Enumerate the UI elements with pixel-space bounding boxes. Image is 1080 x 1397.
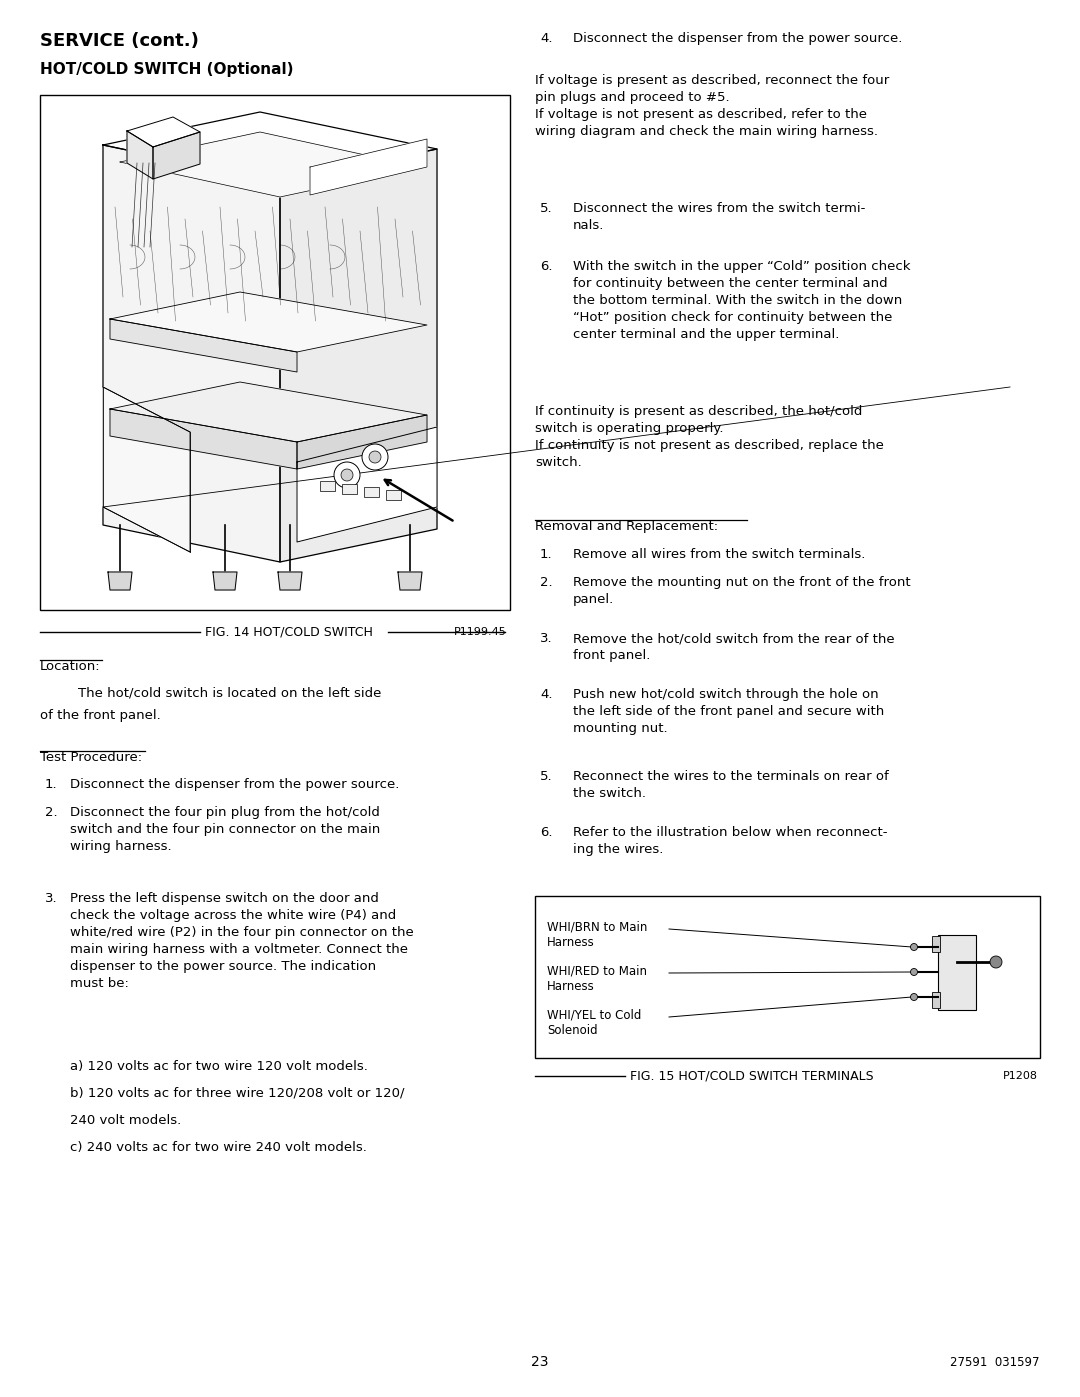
Bar [342, 483, 357, 495]
Circle shape [362, 444, 388, 469]
Text: HOT/COLD SWITCH (Optional): HOT/COLD SWITCH (Optional) [40, 61, 294, 77]
Text: Press the left dispense switch on the door and
check the voltage across the whit: Press the left dispense switch on the do… [70, 893, 414, 990]
Circle shape [910, 993, 918, 1000]
Polygon shape [213, 571, 237, 590]
Text: a) 120 volts ac for two wire 120 volt models.: a) 120 volts ac for two wire 120 volt mo… [70, 1060, 368, 1073]
Text: 3.: 3. [540, 631, 553, 645]
Text: 6.: 6. [540, 260, 553, 272]
Text: The hot/cold switch is located on the left side: The hot/cold switch is located on the le… [78, 686, 381, 698]
Polygon shape [110, 292, 427, 352]
Circle shape [341, 469, 353, 481]
Text: Remove the hot/cold switch from the rear of the
front panel.: Remove the hot/cold switch from the rear… [573, 631, 894, 662]
Text: With the switch in the upper “Cold” position check
for continuity between the ce: With the switch in the upper “Cold” posi… [573, 260, 910, 341]
Text: 3.: 3. [45, 893, 57, 905]
Polygon shape [120, 131, 420, 197]
Text: Test Procedure:: Test Procedure: [40, 752, 143, 764]
Polygon shape [110, 409, 297, 469]
Text: 4.: 4. [540, 687, 553, 701]
Text: 4.: 4. [540, 32, 553, 45]
Text: 1.: 1. [540, 548, 553, 562]
Text: Location:: Location: [40, 659, 100, 673]
Bar [386, 490, 401, 500]
Bar [535, 895, 1040, 1058]
Text: Disconnect the four pin plug from the hot/cold
switch and the four pin connector: Disconnect the four pin plug from the ho… [70, 806, 380, 854]
Polygon shape [127, 117, 200, 147]
Text: c) 240 volts ac for two wire 240 volt models.: c) 240 volts ac for two wire 240 volt mo… [70, 1141, 367, 1154]
Bar [932, 992, 940, 1009]
Polygon shape [103, 145, 280, 562]
Bar [364, 488, 379, 497]
Text: 240 volt models.: 240 volt models. [70, 1113, 181, 1127]
Text: 1.: 1. [45, 778, 57, 791]
Polygon shape [153, 131, 200, 179]
Text: If voltage is present as described, reconnect the four
pin plugs and proceed to : If voltage is present as described, reco… [535, 74, 889, 138]
Circle shape [990, 956, 1002, 968]
Text: Push new hot/cold switch through the hole on
the left side of the front panel an: Push new hot/cold switch through the hol… [573, 687, 885, 735]
Text: WHI/YEL to Cold
Solenoid: WHI/YEL to Cold Solenoid [546, 1009, 642, 1037]
Text: P1208: P1208 [1003, 1071, 1038, 1081]
Polygon shape [310, 138, 427, 196]
Text: SERVICE (cont.): SERVICE (cont.) [40, 32, 199, 50]
Text: Remove all wires from the switch terminals.: Remove all wires from the switch termina… [573, 548, 865, 562]
Polygon shape [103, 387, 190, 552]
Circle shape [910, 968, 918, 975]
Circle shape [334, 462, 360, 488]
Polygon shape [297, 415, 427, 469]
Text: 5.: 5. [540, 770, 553, 782]
Text: Disconnect the dispenser from the power source.: Disconnect the dispenser from the power … [573, 32, 903, 45]
Circle shape [369, 451, 381, 462]
Polygon shape [278, 571, 302, 590]
Polygon shape [127, 131, 153, 179]
Text: 27591  031597: 27591 031597 [950, 1356, 1040, 1369]
Text: Remove the mounting nut on the front of the front
panel.: Remove the mounting nut on the front of … [573, 576, 910, 606]
Text: Refer to the illustration below when reconnect-
ing the wires.: Refer to the illustration below when rec… [573, 826, 888, 856]
Text: 6.: 6. [540, 826, 553, 840]
Polygon shape [103, 112, 437, 182]
Bar [40, 95, 510, 610]
Text: 5.: 5. [540, 203, 553, 215]
Bar [320, 481, 335, 490]
Polygon shape [110, 381, 427, 441]
Polygon shape [110, 319, 297, 372]
Polygon shape [399, 571, 422, 590]
Text: b) 120 volts ac for three wire 120/208 volt or 120/: b) 120 volts ac for three wire 120/208 v… [70, 1087, 405, 1099]
Polygon shape [108, 571, 132, 590]
Text: WHI/RED to Main
Harness: WHI/RED to Main Harness [546, 964, 647, 993]
Text: If continuity is present as described, the hot/cold
switch is operating properly: If continuity is present as described, t… [535, 405, 883, 469]
Text: Disconnect the wires from the switch termi-
nals.: Disconnect the wires from the switch ter… [573, 203, 865, 232]
Text: FIG. 15 HOT/COLD SWITCH TERMINALS: FIG. 15 HOT/COLD SWITCH TERMINALS [630, 1070, 874, 1083]
Text: of the front panel.: of the front panel. [40, 710, 161, 722]
Text: Removal and Replacement:: Removal and Replacement: [535, 520, 718, 534]
Text: P1199.45: P1199.45 [455, 627, 507, 637]
Text: 23: 23 [531, 1355, 549, 1369]
Text: FIG. 14 HOT/COLD SWITCH: FIG. 14 HOT/COLD SWITCH [205, 626, 373, 638]
Polygon shape [297, 427, 437, 542]
Text: Reconnect the wires to the terminals on rear of
the switch.: Reconnect the wires to the terminals on … [573, 770, 889, 800]
Circle shape [910, 943, 918, 950]
Text: 2.: 2. [540, 576, 553, 590]
Bar [939, 935, 976, 1010]
Text: 2.: 2. [45, 806, 57, 819]
Text: WHI/BRN to Main
Harness: WHI/BRN to Main Harness [546, 921, 647, 949]
Text: Disconnect the dispenser from the power source.: Disconnect the dispenser from the power … [70, 778, 400, 791]
Polygon shape [280, 149, 437, 562]
Bar [932, 936, 940, 951]
